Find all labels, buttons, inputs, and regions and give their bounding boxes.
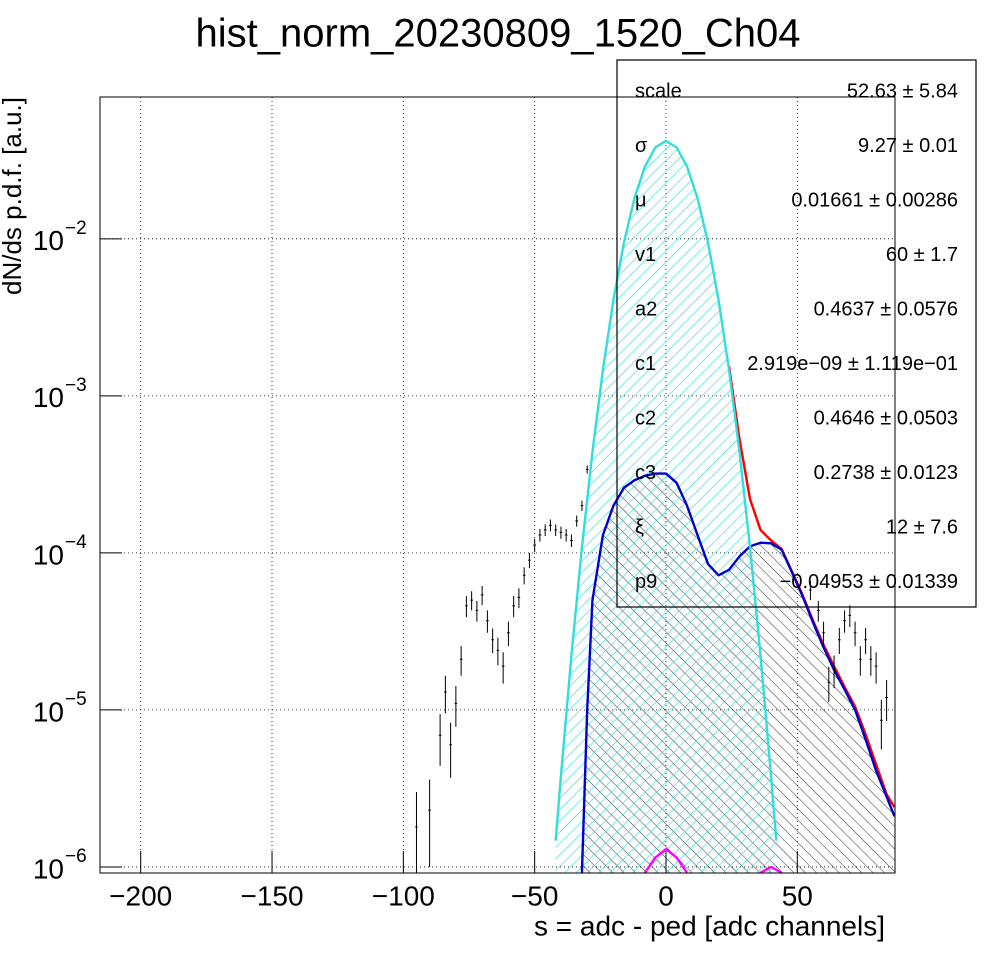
- stats-name: v1: [635, 244, 656, 266]
- y-tick-exponent: −4: [65, 532, 87, 553]
- data-point: [564, 528, 568, 542]
- data-point: [885, 680, 888, 721]
- x-tick-label: −200: [109, 880, 172, 911]
- data-point: [549, 519, 552, 532]
- x-tick-label: −50: [511, 880, 559, 911]
- x-tick-label: −150: [240, 880, 303, 911]
- stats-name: μ: [635, 189, 647, 211]
- stats-value: 0.01661 ± 0.00286: [791, 189, 958, 211]
- y-axis-label: dN/ds p.d.f. [a.u.]: [0, 97, 27, 295]
- fit-curve: [759, 865, 783, 873]
- data-point: [848, 605, 852, 628]
- data-point: [853, 621, 857, 647]
- data-point: [522, 567, 526, 585]
- stats-value: 2.919e−09 ± 1.119e−01: [747, 353, 958, 375]
- data-point: [864, 627, 867, 655]
- y-tick-exponent: −3: [65, 375, 87, 396]
- chart-title: hist_norm_20230809_1520_Ch04: [196, 12, 801, 56]
- data-point: [486, 610, 489, 633]
- data-point: [533, 538, 536, 553]
- data-point: [480, 586, 484, 606]
- fit-curve: [580, 472, 895, 873]
- data-point: [528, 552, 531, 569]
- data-point: [832, 655, 836, 688]
- data-point: [570, 534, 573, 548]
- data-point: [491, 628, 494, 654]
- data-point: [816, 600, 820, 622]
- data-point: [843, 610, 846, 633]
- data-point: [438, 714, 442, 766]
- stats-value: 0.4646 ± 0.0503: [814, 407, 958, 429]
- data-point: [428, 779, 431, 867]
- stats-name: c1: [635, 353, 656, 375]
- stats-name: c3: [635, 462, 656, 484]
- plot-frame: [99, 96, 896, 874]
- data-point: [859, 646, 862, 676]
- data-point: [559, 526, 563, 539]
- y-tick-exponent: −2: [65, 218, 87, 239]
- data-point: [538, 528, 542, 542]
- data-point: [444, 675, 447, 714]
- stats-value: 12 ± 7.6: [886, 516, 958, 538]
- fit-curve: [554, 139, 778, 841]
- y-tick-label: 10: [33, 696, 64, 727]
- data-point: [874, 652, 878, 684]
- data-point: [475, 600, 479, 622]
- y-tick-exponent: −6: [65, 846, 87, 867]
- y-tick-label: 10: [33, 225, 64, 256]
- stats-name: a2: [635, 298, 657, 320]
- stats-box: [616, 59, 977, 608]
- data-point: [575, 515, 578, 527]
- stats-value: 9.27 ± 0.01: [858, 135, 958, 157]
- stats-name: c2: [635, 407, 656, 429]
- data-point: [449, 722, 452, 778]
- data-point: [415, 792, 418, 873]
- stats-value: −0.04953 ± 0.01339: [780, 571, 958, 593]
- stats-value: 60 ± 1.7: [886, 244, 958, 266]
- data-point: [501, 652, 505, 684]
- stats-name: ξ: [635, 516, 644, 538]
- y-tick-exponent: −5: [65, 689, 87, 710]
- stats-value: 52.63 ± 5.84: [847, 80, 958, 102]
- data-point: [580, 500, 584, 511]
- stats-name: σ: [635, 135, 648, 157]
- x-axis-label: s = adc - ped [adc channels]: [534, 910, 885, 941]
- data-point: [827, 666, 831, 703]
- data-point: [543, 524, 547, 537]
- y-tick-label: 10: [33, 382, 64, 413]
- y-tick-label: 10: [33, 853, 64, 884]
- data-point: [507, 621, 510, 647]
- x-tick-label: −100: [372, 880, 435, 911]
- data-point: [470, 591, 473, 611]
- data-point: [454, 685, 458, 727]
- x-tick-label: 50: [782, 880, 813, 911]
- y-tick-label: 10: [33, 539, 64, 570]
- data-point: [554, 524, 557, 537]
- data-point: [822, 621, 825, 647]
- stats-value: 0.2738 ± 0.0123: [814, 462, 958, 484]
- data-point: [585, 465, 589, 474]
- data-point: [465, 596, 468, 618]
- data-point: [880, 699, 883, 750]
- stats-name: scale: [635, 80, 682, 102]
- data-point: [517, 588, 521, 609]
- data-point: [512, 596, 515, 618]
- plot-area: [415, 139, 895, 873]
- data-point: [459, 646, 463, 676]
- fit-curve: [643, 847, 688, 873]
- data-point: [838, 627, 841, 655]
- data-point: [809, 581, 812, 601]
- stats-value: 0.4637 ± 0.0576: [814, 298, 958, 320]
- data-point: [869, 646, 873, 676]
- data-point: [496, 637, 500, 666]
- x-tick-label: 0: [658, 880, 674, 911]
- stats-name: p9: [635, 571, 657, 593]
